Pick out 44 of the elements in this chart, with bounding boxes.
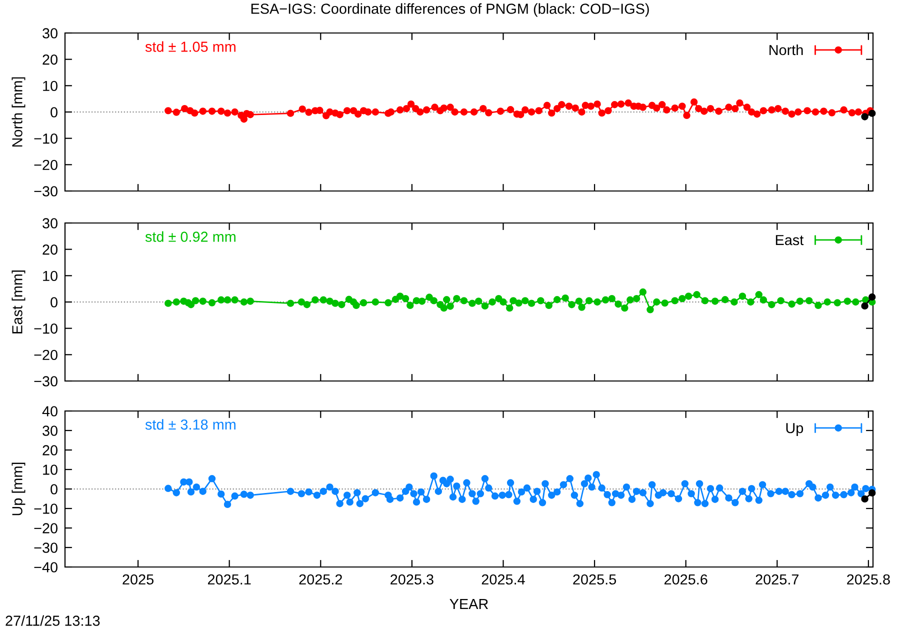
- y-tick-label: 30: [42, 218, 58, 228]
- annotation: std ± 3.18 mm: [145, 419, 236, 430]
- y-tick-label: 20: [42, 54, 58, 65]
- x-tick-label: 2025.5: [573, 574, 616, 585]
- y-tick-label: −40: [34, 562, 58, 572]
- y-tick-label: 20: [42, 244, 58, 255]
- chart-title: ESA−IGS: Coordinate differences of PNGM (black: COD−IGS): [251, 3, 649, 17]
- legend-label: East: [776, 235, 804, 246]
- x-tick-label: 2025.7: [756, 574, 798, 585]
- y-tick-label: 20: [42, 445, 58, 456]
- y-tick-label: 30: [42, 28, 58, 38]
- y-tick-label: 0: [50, 297, 58, 308]
- x-tick-label: 2025.2: [299, 574, 342, 585]
- y-tick-label: −10: [34, 323, 58, 334]
- y-tick-label: −10: [34, 133, 58, 144]
- x-tick-label: 2025.8: [847, 574, 890, 585]
- y-tick-label: 10: [43, 270, 58, 282]
- annotation: std ± 0.92 mm: [145, 231, 236, 242]
- x-tick-label: 2025: [122, 574, 154, 585]
- y-tick-label: −30: [34, 186, 58, 196]
- y-tick-label: 10: [43, 464, 58, 475]
- x-axis-title: YEAR: [450, 599, 488, 609]
- x-tick-label: 2025.4: [482, 574, 525, 585]
- y-tick-label: 30: [42, 426, 58, 436]
- y-tick-label: −20: [34, 160, 58, 170]
- x-tick-label: 2025.6: [664, 574, 708, 585]
- y-axis-title: East [mm]: [12, 270, 26, 334]
- legend-label: Up: [786, 423, 804, 436]
- text: 27/11/25 13:13: [6, 615, 100, 626]
- y-tick-label: 40: [42, 406, 58, 416]
- y-tick-label: 0: [50, 107, 58, 118]
- y-axis-title: Up [mm]: [12, 462, 26, 516]
- y-tick-label: −10: [34, 504, 58, 514]
- y-tick-label: −30: [34, 542, 58, 553]
- y-tick-label: −20: [34, 350, 58, 360]
- y-tick-label: −20: [34, 523, 58, 534]
- y-tick-label: 10: [43, 80, 58, 92]
- y-tick-label: 0: [50, 484, 58, 494]
- annotation: std ± 1.05 mm: [145, 41, 236, 52]
- x-tick-label: 2025.3: [390, 574, 434, 585]
- y-tick-label: −30: [34, 376, 58, 386]
- y-axis-title: North [mm]: [12, 77, 26, 147]
- x-tick-label: 2025.1: [208, 574, 251, 585]
- legend-label: North: [770, 44, 803, 56]
